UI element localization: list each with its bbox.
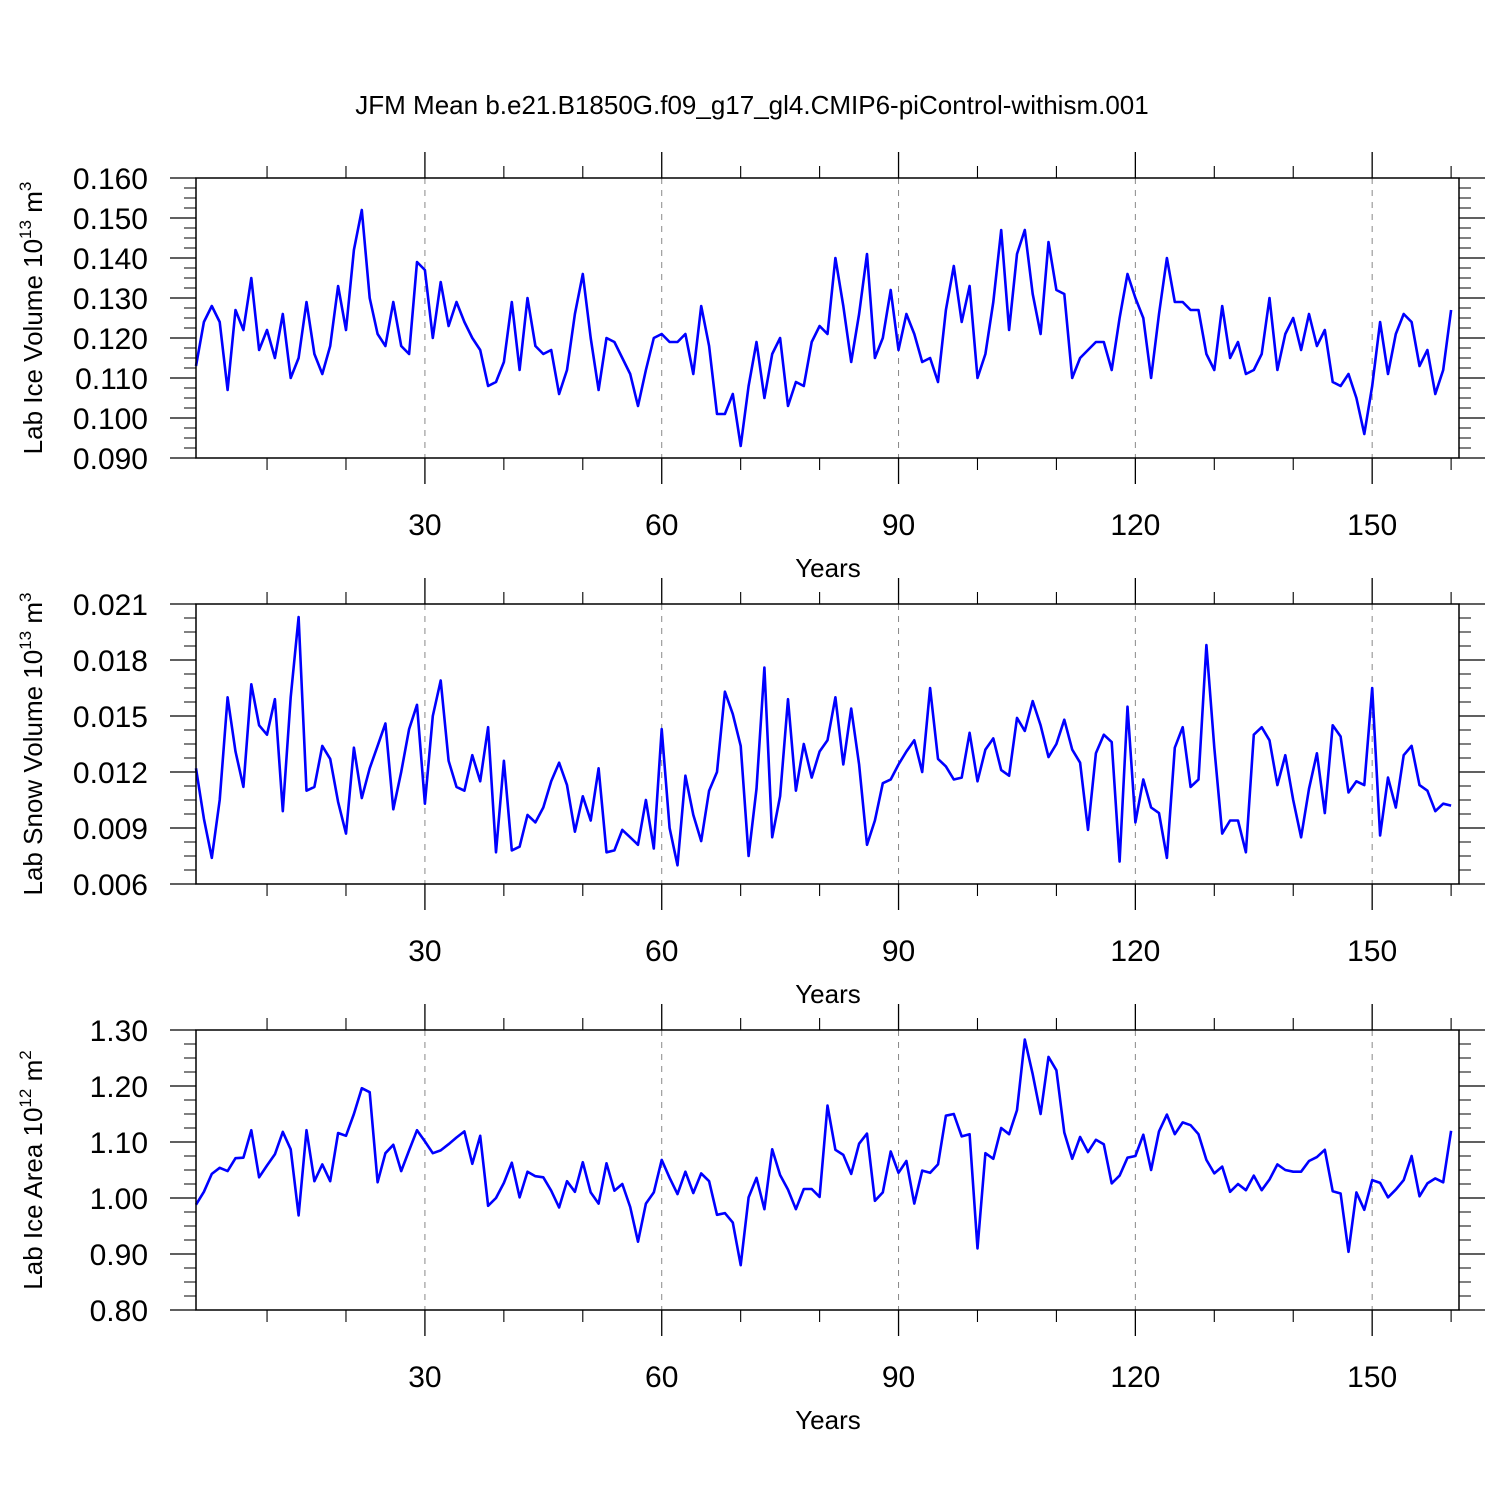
x-axis-label: Years	[795, 979, 861, 1009]
x-tick-label: 30	[408, 509, 441, 542]
x-tick-label: 60	[645, 1361, 678, 1394]
panel-lab-snow-volume: 30 60 90 120 150 Years 0.006 0.009 0.012 0.015 0.0…	[16, 578, 1485, 1009]
y-axis-label-exponent: 13	[16, 631, 35, 650]
x-tick-label: 90	[882, 935, 915, 968]
data-line-lab-ice-area	[194, 1038, 1453, 1267]
y-tick-label: 0.120	[73, 323, 148, 356]
y-tick-label: 0.150	[73, 203, 148, 236]
y-axis-label-main: Lab Ice Area 10	[18, 1108, 48, 1290]
plot-frame	[195, 177, 1460, 459]
x-tick-label: 120	[1110, 935, 1160, 968]
y-axis-label-unit: m	[18, 191, 48, 220]
x-axis-label: Years	[795, 553, 861, 583]
x-axis-label: Years	[795, 1405, 861, 1435]
y-axis-label: Lab Snow Volume 1013 m3	[16, 592, 48, 895]
data-line-lab-snow-volume	[194, 615, 1452, 867]
y-tick-label: 1.10	[90, 1127, 148, 1160]
y-tick-label: 0.018	[73, 645, 148, 678]
y-axis-label-unit: m	[18, 1060, 48, 1089]
y-tick-label: 0.021	[73, 589, 148, 622]
y-tick-label: 0.100	[73, 403, 148, 436]
x-tick-label: 150	[1347, 509, 1397, 542]
y-tick-label: 0.90	[90, 1239, 148, 1272]
x-tick-label: 30	[408, 935, 441, 968]
y-tick-label: 0.160	[73, 163, 148, 196]
y-tick-label: 0.110	[75, 363, 148, 396]
chart-title: JFM Mean b.e21.B1850G.f09_g17_gl4.CMIP6-…	[355, 90, 1148, 120]
panel-lab-ice-volume: 30 60 90 120 150 Years 0.090 0.100 0.110 0.120 0.1…	[16, 152, 1485, 583]
y-tick-label: 0.006	[73, 869, 148, 902]
x-tick-label: 60	[645, 935, 678, 968]
y-axis-label: Lab Ice Volume 1013 m3	[16, 182, 48, 455]
y-axis-label-unit-exponent: 3	[16, 182, 35, 191]
y-tick-label: 0.130	[73, 283, 148, 316]
y-axis-label-unit-exponent: 3	[16, 592, 35, 601]
y-axis-label-main: Lab Ice Volume 10	[18, 239, 48, 454]
y-axis-label-main: Lab Snow Volume 10	[18, 650, 48, 896]
y-tick-label: 0.015	[73, 701, 148, 734]
y-tick-label: 1.20	[90, 1071, 148, 1104]
x-tick-label: 90	[882, 509, 915, 542]
y-tick-label: 0.090	[73, 443, 148, 476]
panel-lab-ice-area: 30 60 90 120 150 Years 0.80 0.90 1.00 1.10 1.20 1.3…	[16, 1004, 1485, 1435]
y-axis-label-exponent: 12	[16, 1089, 35, 1108]
y-tick-label: 0.009	[73, 813, 148, 846]
x-tick-label: 90	[882, 1361, 915, 1394]
x-tick-label: 150	[1347, 1361, 1397, 1394]
x-tick-label: 150	[1347, 935, 1397, 968]
y-tick-label: 0.80	[90, 1295, 148, 1328]
y-axis-label: Lab Ice Area 1012 m2	[16, 1050, 48, 1289]
y-tick-label: 0.140	[73, 243, 148, 276]
x-tick-label: 120	[1110, 1361, 1160, 1394]
x-tick-label: 60	[645, 509, 678, 542]
y-tick-label: 1.30	[90, 1015, 148, 1048]
x-tick-label: 120	[1110, 509, 1160, 542]
plot-frame	[195, 1029, 1460, 1311]
x-tick-label: 30	[408, 1361, 441, 1394]
y-axis-label-exponent: 13	[16, 220, 35, 239]
y-tick-label: 1.00	[90, 1183, 148, 1216]
y-axis-label-unit: m	[18, 602, 48, 631]
data-line-lab-ice-volume	[194, 208, 1453, 448]
y-axis-label-unit-exponent: 2	[16, 1050, 35, 1059]
y-tick-label: 0.012	[73, 757, 148, 790]
